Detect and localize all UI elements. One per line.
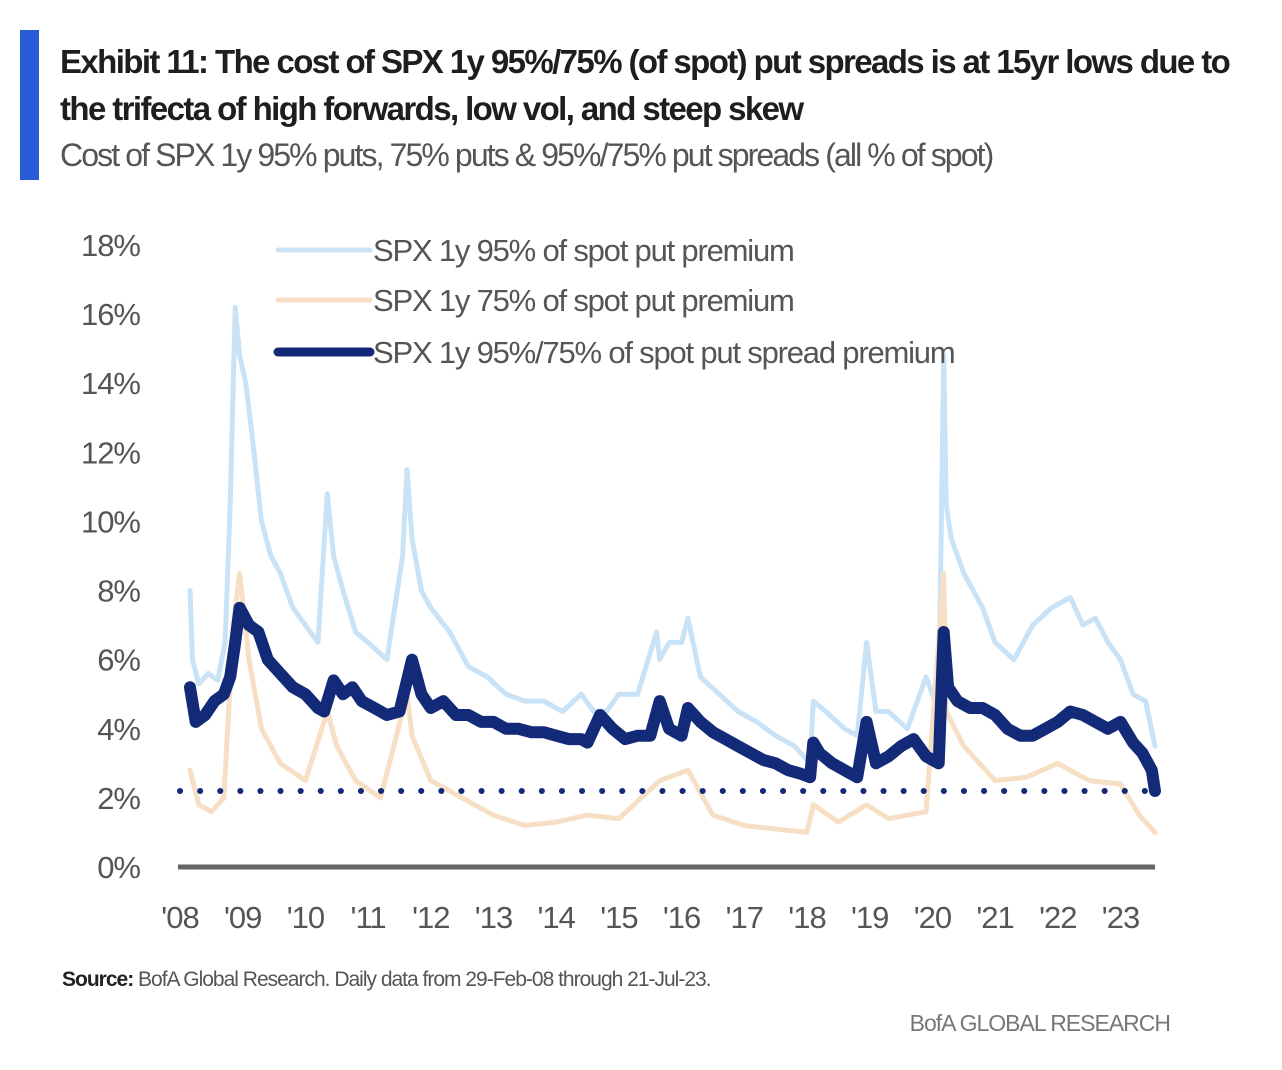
legend-item-75-put: SPX 1y 75% of spot put premium bbox=[275, 283, 795, 318]
y-tick-label: 16% bbox=[81, 297, 140, 332]
y-tick-label: 14% bbox=[81, 366, 140, 401]
x-tick-label: '19 bbox=[851, 900, 888, 935]
series-line-75-put bbox=[187, 570, 1158, 835]
y-tick-label: 8% bbox=[97, 574, 140, 609]
y-tick-label: 6% bbox=[97, 643, 140, 678]
chart-subtitle: Cost of SPX 1y 95% puts, 75% puts & 95%/… bbox=[60, 137, 994, 173]
series-line-put-spread bbox=[184, 601, 1161, 797]
x-tick-label: '17 bbox=[726, 900, 763, 935]
x-tick-label: '12 bbox=[412, 900, 449, 935]
x-tick-label: '18 bbox=[788, 900, 825, 935]
y-tick-label: 18% bbox=[81, 228, 140, 263]
legend-label: SPX 1y 95%/75% of spot put spread premiu… bbox=[373, 335, 954, 370]
x-tick-label: '13 bbox=[475, 900, 512, 935]
x-tick-label: '21 bbox=[976, 900, 1013, 935]
series-layer bbox=[177, 304, 1161, 835]
x-tick-label: '14 bbox=[537, 900, 575, 935]
chart-title: Exhibit 11: The cost of SPX 1y 95%/75% (… bbox=[60, 43, 1231, 127]
source-note: Source: BofA Global Research. Daily data… bbox=[62, 968, 712, 992]
y-tick-label: 0% bbox=[97, 850, 140, 885]
accent-bar bbox=[20, 30, 39, 180]
x-tick-label: '22 bbox=[1039, 900, 1076, 935]
legend-item-put-spread: SPX 1y 95%/75% of spot put spread premiu… bbox=[273, 335, 956, 370]
x-tick-label: '23 bbox=[1102, 900, 1139, 935]
y-axis-ticks: 0% 2% 4% 6% 8% 10% 12% 14% 16% 18% bbox=[81, 228, 141, 885]
series-line-95-put bbox=[187, 304, 1158, 766]
x-tick-label: '20 bbox=[914, 900, 952, 935]
legend: SPX 1y 95% of spot put premium SPX 1y 75%… bbox=[273, 233, 956, 370]
legend-label: SPX 1y 95% of spot put premium bbox=[373, 233, 794, 268]
line-chart: 0% 2% 4% 6% 8% 10% 12% 14% 16% 18% '08 '09 '10 '11 '1… bbox=[81, 228, 1161, 935]
brand-label: BofA GLOBAL RESEARCH bbox=[909, 1010, 1171, 1036]
x-tick-label: '15 bbox=[600, 900, 637, 935]
y-tick-label: 4% bbox=[97, 712, 140, 747]
x-tick-label: '10 bbox=[287, 900, 325, 935]
source-label: Source: bbox=[62, 968, 134, 991]
y-tick-label: 2% bbox=[97, 781, 140, 816]
legend-item-95-put: SPX 1y 95% of spot put premium bbox=[275, 233, 795, 268]
y-tick-label: 10% bbox=[81, 504, 140, 539]
x-tick-label: '09 bbox=[224, 900, 261, 935]
x-tick-label: '08 bbox=[161, 900, 198, 935]
legend-label: SPX 1y 75% of spot put premium bbox=[373, 283, 794, 318]
x-tick-label: '16 bbox=[663, 900, 700, 935]
source-text: BofA Global Research. Daily data from 29… bbox=[138, 968, 712, 991]
y-tick-label: 12% bbox=[81, 435, 140, 470]
x-axis-ticks: '08 '09 '10 '11 '12 '13 '14 '15 '16 '17 '18 '19 '20 '… bbox=[161, 900, 1140, 935]
x-tick-label: '11 bbox=[351, 900, 386, 935]
